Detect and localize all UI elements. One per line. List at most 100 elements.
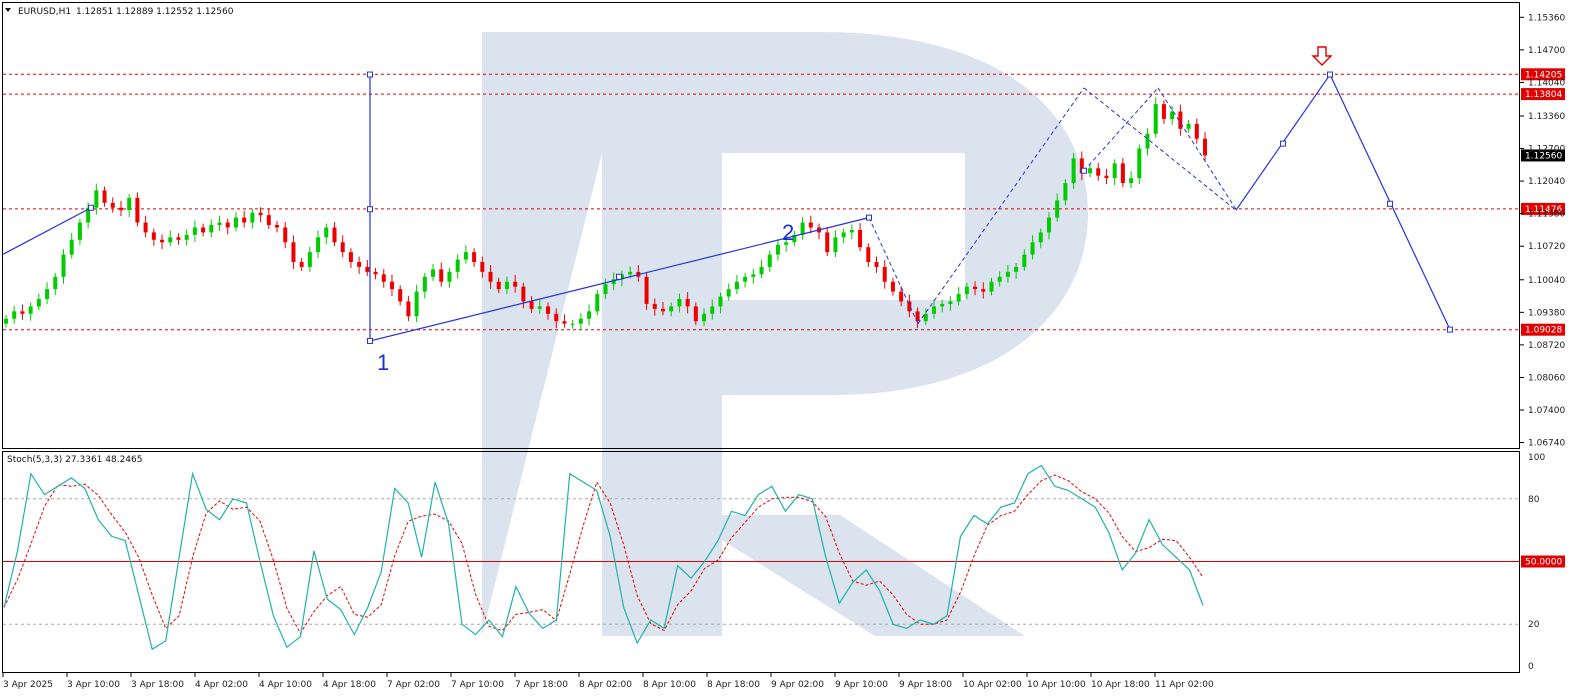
candle-body [143,222,148,233]
candle-body [808,222,813,228]
candle-body [480,262,485,272]
candle-body [316,237,321,253]
chart-symbol: EURUSD,H1 [18,7,71,17]
wave-anchor-handle[interactable] [88,204,94,211]
candle-body [1096,168,1101,176]
candle-body [36,299,41,307]
candle-body [948,301,953,304]
candle-body [931,306,936,314]
candle-body [455,259,460,272]
level-tag-label: 1.09028 [1525,326,1562,336]
candle-body [1153,104,1158,134]
candle-body [973,286,978,290]
candle-body [258,212,263,216]
candle-body [176,237,181,240]
candle-body [275,225,280,228]
candle-body [628,271,633,275]
candle-body [554,313,559,322]
wave-anchor-handle[interactable] [1327,71,1333,78]
wave-anchor-handle[interactable] [866,214,872,221]
time-tick-label: 10 Apr 02:00 [963,680,1022,690]
current-price-label: 1.12560 [1525,151,1562,161]
candle-body [431,269,436,277]
candle-body [127,197,132,211]
candle-body [398,289,403,302]
wave-anchor-handle[interactable] [1447,326,1453,333]
candle-body [890,281,895,292]
candle-body [69,239,74,255]
wave-anchor-handle[interactable] [367,206,373,213]
price-tick-label: 1.12700 [1528,145,1565,155]
price-tick-label: 1.12040 [1528,177,1565,187]
candle-body [702,313,707,322]
candle-body [800,222,805,235]
oscillator-label: Stoch(5,3,3) 27.3361 48.2465 [7,455,142,465]
stoch-scale-label: 20 [1528,620,1540,630]
wave-segment-dashed [917,87,1085,324]
candle-body [537,306,542,309]
time-tick-label: 9 Apr 10:00 [835,680,888,690]
wave-label-1: 1 [377,350,389,375]
candle-body [964,286,969,295]
wave-anchor-handle[interactable] [1280,140,1286,147]
wave-anchor-handle[interactable] [1081,167,1087,174]
candle-body [1005,271,1010,277]
level-lines: 1.14205 1.13804 1.11476 1.09028 1.12560 [3,68,1565,336]
candle-body [833,237,838,253]
candle-body [751,274,756,277]
candle-body [858,229,863,248]
wave-anchor-handle[interactable] [367,71,373,78]
time-tick-label: 10 Apr 10:00 [1027,680,1086,690]
wave-anchor-handle[interactable] [616,273,622,280]
candle-body [644,276,649,304]
wave-anchor-handle[interactable] [1387,200,1393,207]
time-tick-label: 4 Apr 02:00 [195,680,248,690]
candle-body [899,291,904,302]
header-dropdown-icon[interactable] [5,8,11,12]
time-tick-label: 3 Apr 18:00 [131,680,184,690]
candle-body [504,281,509,290]
candle-body [1014,266,1019,272]
time-tick-label: 8 Apr 10:00 [643,680,696,690]
candle-body [4,318,8,324]
time-tick-label: 3 Apr 2025 [3,680,53,690]
wave-segment-dashed [1157,87,1237,210]
candle-body [53,276,58,290]
price-tick-label: 1.08720 [1528,341,1565,351]
candle-body [677,299,682,307]
candle-body [340,242,345,253]
candle-body [1046,217,1051,233]
wave-segment-dashed [1083,87,1237,211]
level-tag [1521,68,1565,81]
candle-body [915,311,920,322]
price-axis: 1.15360 1.14700 1.14040 1.13360 1.12700 1.120… [1519,13,1565,449]
stoch-scale-label: 0 [1528,662,1534,672]
candle-body [923,313,928,322]
candle-body [1161,104,1166,119]
candle-body [225,222,230,228]
time-tick-label: 11 Apr 02:00 [1155,680,1214,690]
candle-body [299,262,304,267]
candle-body [685,299,690,307]
candle-body [710,306,715,314]
candle-body [192,227,197,235]
candle-body [611,279,616,285]
time-axis: 3 Apr 2025 3 Apr 10:00 3 Apr 18:00 4 Apr 02… [2,672,1214,690]
candle-body [578,318,583,324]
candle-body [595,294,600,312]
candle-body [217,222,222,226]
candle-body [102,190,107,203]
candle-body [291,242,296,263]
candle-body [94,190,99,208]
candle-body [184,234,189,240]
candle-body [1112,163,1117,179]
price-tick-label: 1.09380 [1528,308,1565,318]
time-tick-label: 4 Apr 10:00 [259,680,312,690]
time-tick-label: 8 Apr 02:00 [579,680,632,690]
candle-body [266,215,271,226]
stoch-scale-label: 100 [1528,453,1545,463]
wave-anchor-handle[interactable] [367,337,373,344]
candle-body [726,289,731,297]
candle-body [201,227,206,233]
